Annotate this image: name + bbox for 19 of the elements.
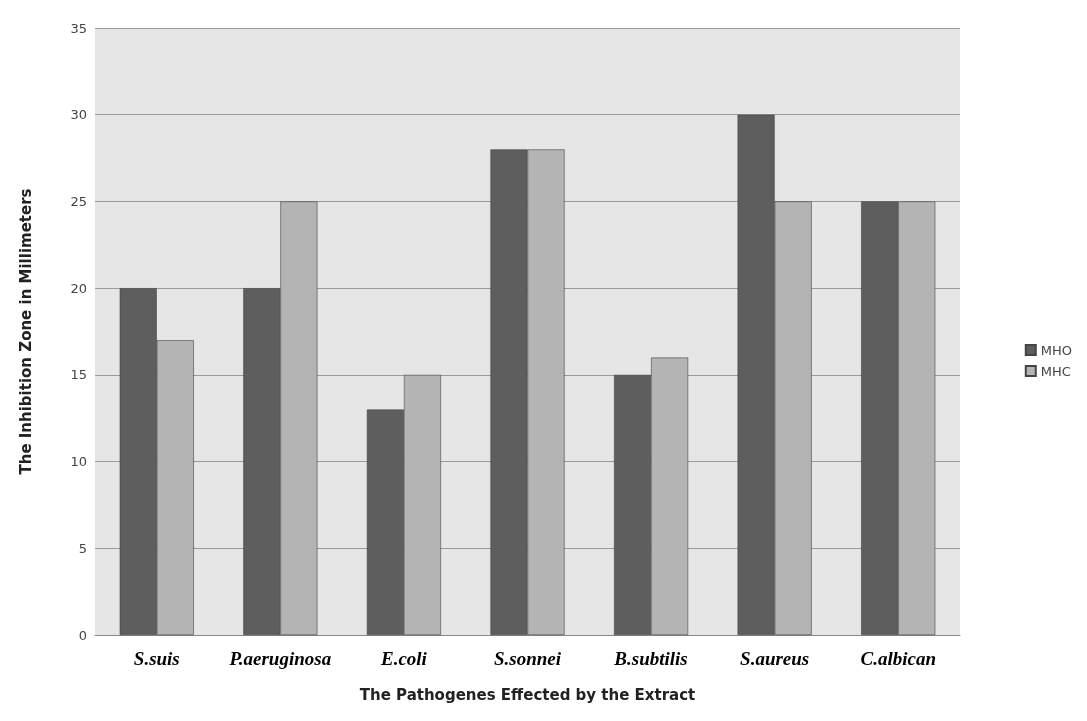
y-tick-label: 25 (70, 193, 87, 209)
x-tick-label: C.albican (860, 648, 936, 669)
x-tick-label: S.suis (133, 648, 180, 669)
y-tick-label: 30 (70, 107, 87, 123)
x-axis-title: The Pathogenes Effected by the Extract (359, 685, 696, 704)
legend-label: MHO (1040, 342, 1073, 358)
x-tick-label: S.aureus (740, 648, 810, 669)
y-tick-label: 10 (70, 454, 87, 470)
y-tick-label: 0 (78, 627, 87, 643)
x-tick-label: P.aeruginosa (228, 648, 332, 669)
x-tick-label: S.sonnei (493, 648, 562, 669)
y-tick-label: 5 (78, 540, 87, 556)
y-axis-title: The Inhibition Zone in Millimeters (16, 188, 35, 475)
y-tick-label: 35 (70, 20, 87, 36)
x-tick-label: B.subtilis (613, 648, 688, 669)
y-tick-label: 20 (70, 280, 87, 296)
x-tick-label: E.coli (379, 648, 428, 669)
legend-label: MHC (1040, 363, 1071, 379)
y-tick-label: 15 (70, 367, 87, 383)
